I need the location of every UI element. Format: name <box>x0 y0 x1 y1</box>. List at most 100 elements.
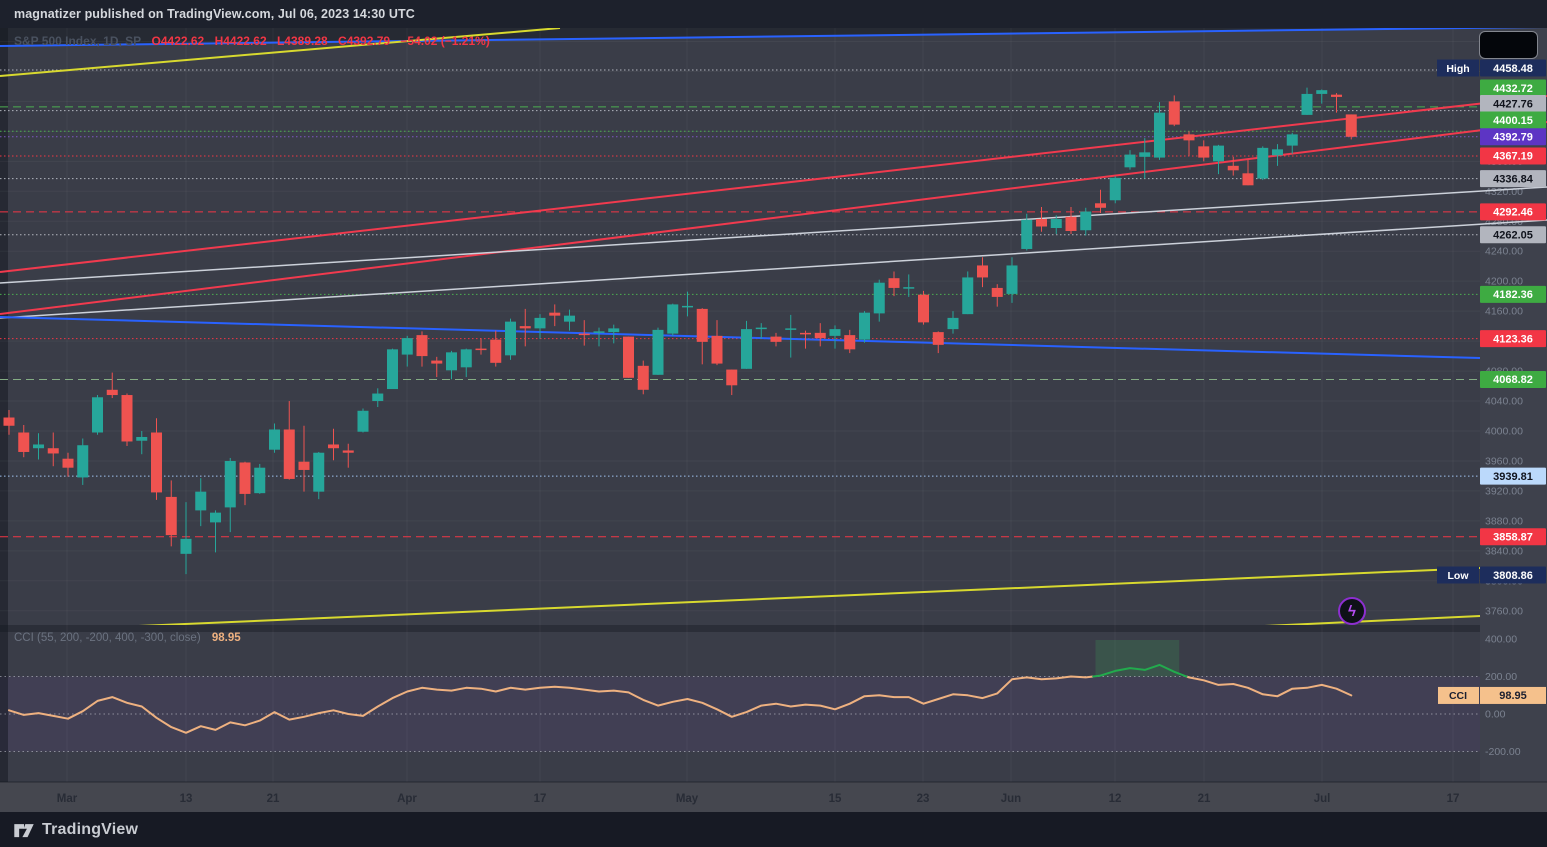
time-label-Apr[interactable]: Apr <box>397 793 417 805</box>
svg-text:4336.84: 4336.84 <box>1493 173 1534 185</box>
redacted-box <box>1479 31 1538 59</box>
svg-text:-200.00: -200.00 <box>1485 746 1521 758</box>
cci-pane-background <box>0 632 1547 782</box>
candle-Apr-18 <box>549 304 561 327</box>
price-badge-4292.46: 4292.46 <box>1480 203 1546 221</box>
svg-text:4292.46: 4292.46 <box>1493 207 1533 219</box>
candle-May-2 <box>696 308 708 365</box>
cci-layer <box>0 640 1480 752</box>
candle-May-1 <box>682 291 693 317</box>
time-label-15[interactable]: 15 <box>829 793 842 805</box>
trendline-white-channel-1[interactable] <box>0 186 1547 284</box>
candle-Mar-6 <box>106 372 118 399</box>
svg-text:0.00: 0.00 <box>1485 709 1506 721</box>
candle-Jun-7 <box>1065 207 1077 234</box>
time-label-Jun[interactable]: Jun <box>1001 793 1021 805</box>
trendline-blue-declining[interactable] <box>0 316 1481 359</box>
publish-header: magnatizer published on TradingView.com,… <box>0 0 1547 28</box>
svg-text:Low: Low <box>1448 570 1470 582</box>
svg-text:98.95: 98.95 <box>1499 690 1527 702</box>
main-pane-background <box>0 28 1547 625</box>
candle-May-17 <box>859 311 870 343</box>
candle-Apr-14 <box>519 308 531 347</box>
symbol-legend-title: S&P 500 Index, 1D, SP <box>14 34 142 48</box>
price-badge-3858.87: 3858.87 <box>1480 528 1546 546</box>
trendline-yellow-upper[interactable] <box>0 28 561 77</box>
candle-Mar-20 <box>254 463 266 494</box>
price-badge-4427.76: 4427.76 <box>1480 95 1546 112</box>
time-label-17[interactable]: 17 <box>534 793 547 805</box>
svg-text:4240.00: 4240.00 <box>1485 246 1523 258</box>
price-badge-3939.81: 3939.81 <box>1480 467 1546 485</box>
pane-separator[interactable] <box>0 625 1547 632</box>
trendline-red-channel-2[interactable] <box>0 121 1547 315</box>
time-axis-labels: Mar 13 21 Apr 17 May 15 23 Jun 12 21 Jul 17 <box>0 781 1547 805</box>
cci-indicator-legend: CCI (55, 200, -200, 400, -300, close) 98… <box>14 632 241 644</box>
high-price-badge-4458.48: High 4458.48 <box>1437 59 1546 77</box>
candle-Jun-12 <box>1109 176 1121 204</box>
candle-Jun-28 <box>1272 144 1283 166</box>
boost-button[interactable]: ϟ <box>1338 597 1366 625</box>
candle-Mar-3 <box>92 395 103 435</box>
legend-high-value: H4422.62 <box>214 34 267 48</box>
candle-Jul-5 <box>1331 93 1342 113</box>
time-label-17[interactable]: 17 <box>1447 793 1460 805</box>
trendline-white-channel-2[interactable] <box>0 219 1547 319</box>
time-label-Mar[interactable]: Mar <box>57 793 78 805</box>
candle-Mar-28 <box>342 443 354 468</box>
time-label-13[interactable]: 13 <box>180 793 193 805</box>
candle-May-12 <box>814 323 826 347</box>
candle-Apr-24 <box>608 324 620 344</box>
time-axis-strip[interactable] <box>0 782 1547 812</box>
candle-May-22 <box>903 274 915 297</box>
candle-Mar-2 <box>77 438 89 485</box>
trendline-yellow-lower-1[interactable] <box>0 567 1481 632</box>
trendlines-layer <box>0 27 1547 632</box>
price-badge-4400.15: 4400.15 <box>1480 111 1546 129</box>
cci-overbought-highlight <box>1095 640 1180 677</box>
time-label-Jul[interactable]: Jul <box>1314 793 1331 805</box>
price-badge-4182.36: 4182.36 <box>1480 285 1546 303</box>
legend-close-value: C4392.79 <box>338 34 391 48</box>
low-price-badge-3808.86: Low 3808.86 <box>1437 566 1546 584</box>
svg-text:400.00: 400.00 <box>1485 634 1517 646</box>
candle-Jun-26 <box>1242 159 1254 186</box>
candle-Mar-30 <box>372 388 384 408</box>
candle-Apr-25 <box>623 336 634 378</box>
svg-text:4182.36: 4182.36 <box>1493 289 1533 301</box>
svg-text:High: High <box>1446 63 1469 75</box>
time-label-21[interactable]: 21 <box>267 793 280 805</box>
candle-Mar-7 <box>121 393 133 446</box>
time-label-12[interactable]: 12 <box>1109 793 1122 805</box>
candle-Apr-11 <box>475 338 487 355</box>
candle-Jun-5 <box>1036 207 1047 232</box>
trendline-blue-top[interactable] <box>0 27 1547 47</box>
svg-text:4458.48: 4458.48 <box>1493 63 1533 75</box>
svg-text:3939.81: 3939.81 <box>1493 471 1533 483</box>
cci-line[interactable] <box>8 675 1353 734</box>
time-label-21[interactable]: 21 <box>1198 793 1211 805</box>
candle-Apr-3 <box>401 335 413 367</box>
candle-Jun-22 <box>1213 144 1224 175</box>
candle-Apr-28 <box>667 303 679 336</box>
candle-May-16 <box>844 329 856 354</box>
candle-Mar-29 <box>357 408 369 433</box>
price-badge-4336.84: 4336.84 <box>1480 170 1546 188</box>
time-label-May[interactable]: May <box>676 793 699 805</box>
cci-axis-labels: 400.00 200.00 0.00 -200.00 <box>1485 634 1521 759</box>
price-badge-4068.82: 4068.82 <box>1480 370 1546 388</box>
tradingview-logo[interactable]: TradingView <box>13 819 138 841</box>
trendline-yellow-lower-2[interactable] <box>1200 615 1481 629</box>
candle-Jun-14 <box>1139 138 1151 179</box>
candles-layer <box>3 87 1357 575</box>
svg-text:3760.00: 3760.00 <box>1485 605 1523 617</box>
candle-May-15 <box>829 325 841 349</box>
svg-text:4400.15: 4400.15 <box>1493 115 1533 127</box>
svg-text:3920.00: 3920.00 <box>1485 485 1523 497</box>
time-label-23[interactable]: 23 <box>917 793 930 805</box>
svg-text:4160.00: 4160.00 <box>1485 306 1523 318</box>
trendline-red-channel-1[interactable] <box>0 95 1547 273</box>
price-badges-layer: High 4458.48 4432.72 4427.76 4400.15 4392.79 4… <box>1437 59 1546 584</box>
